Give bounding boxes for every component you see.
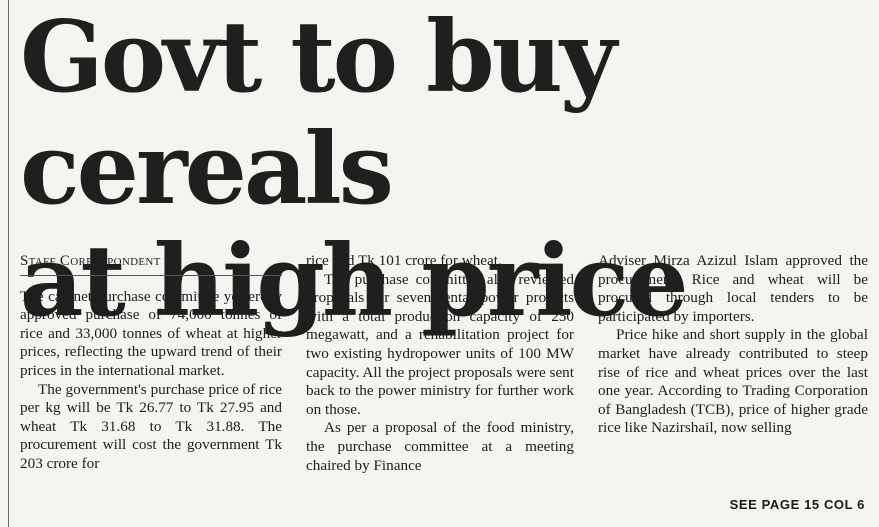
paragraph: Price hike and short supply in the globa… xyxy=(598,326,868,437)
article-column-2: rice and Tk 101 crore for wheat. The pur… xyxy=(306,252,574,475)
paragraph: The government's purchase price of rice … xyxy=(20,380,282,472)
paragraph: As per a proposal of the food ministry, … xyxy=(306,419,574,474)
article-column-3: Adviser Mirza Azizul Islam approved the … xyxy=(598,252,868,438)
paragraph: The purchase committee also reviewed pro… xyxy=(306,270,574,418)
paragraph: The cabinet purchase committee yesterday… xyxy=(20,287,282,379)
paragraph: Adviser Mirza Azizul Islam approved the … xyxy=(598,252,868,325)
paragraph: rice and Tk 101 crore for wheat. xyxy=(306,252,502,269)
headline: Govt to buy cereals at high price xyxy=(20,2,879,338)
article-column-1: Staff Correspondent The cabinet purchase… xyxy=(20,252,282,474)
continued-on-page-note: SEE PAGE 15 COL 6 xyxy=(729,497,865,512)
headline-line-2: at high price xyxy=(20,224,689,339)
left-border-rule xyxy=(8,0,9,527)
headline-line-1: Govt to buy cereals xyxy=(20,0,617,227)
byline: Staff Correspondent xyxy=(20,252,282,276)
